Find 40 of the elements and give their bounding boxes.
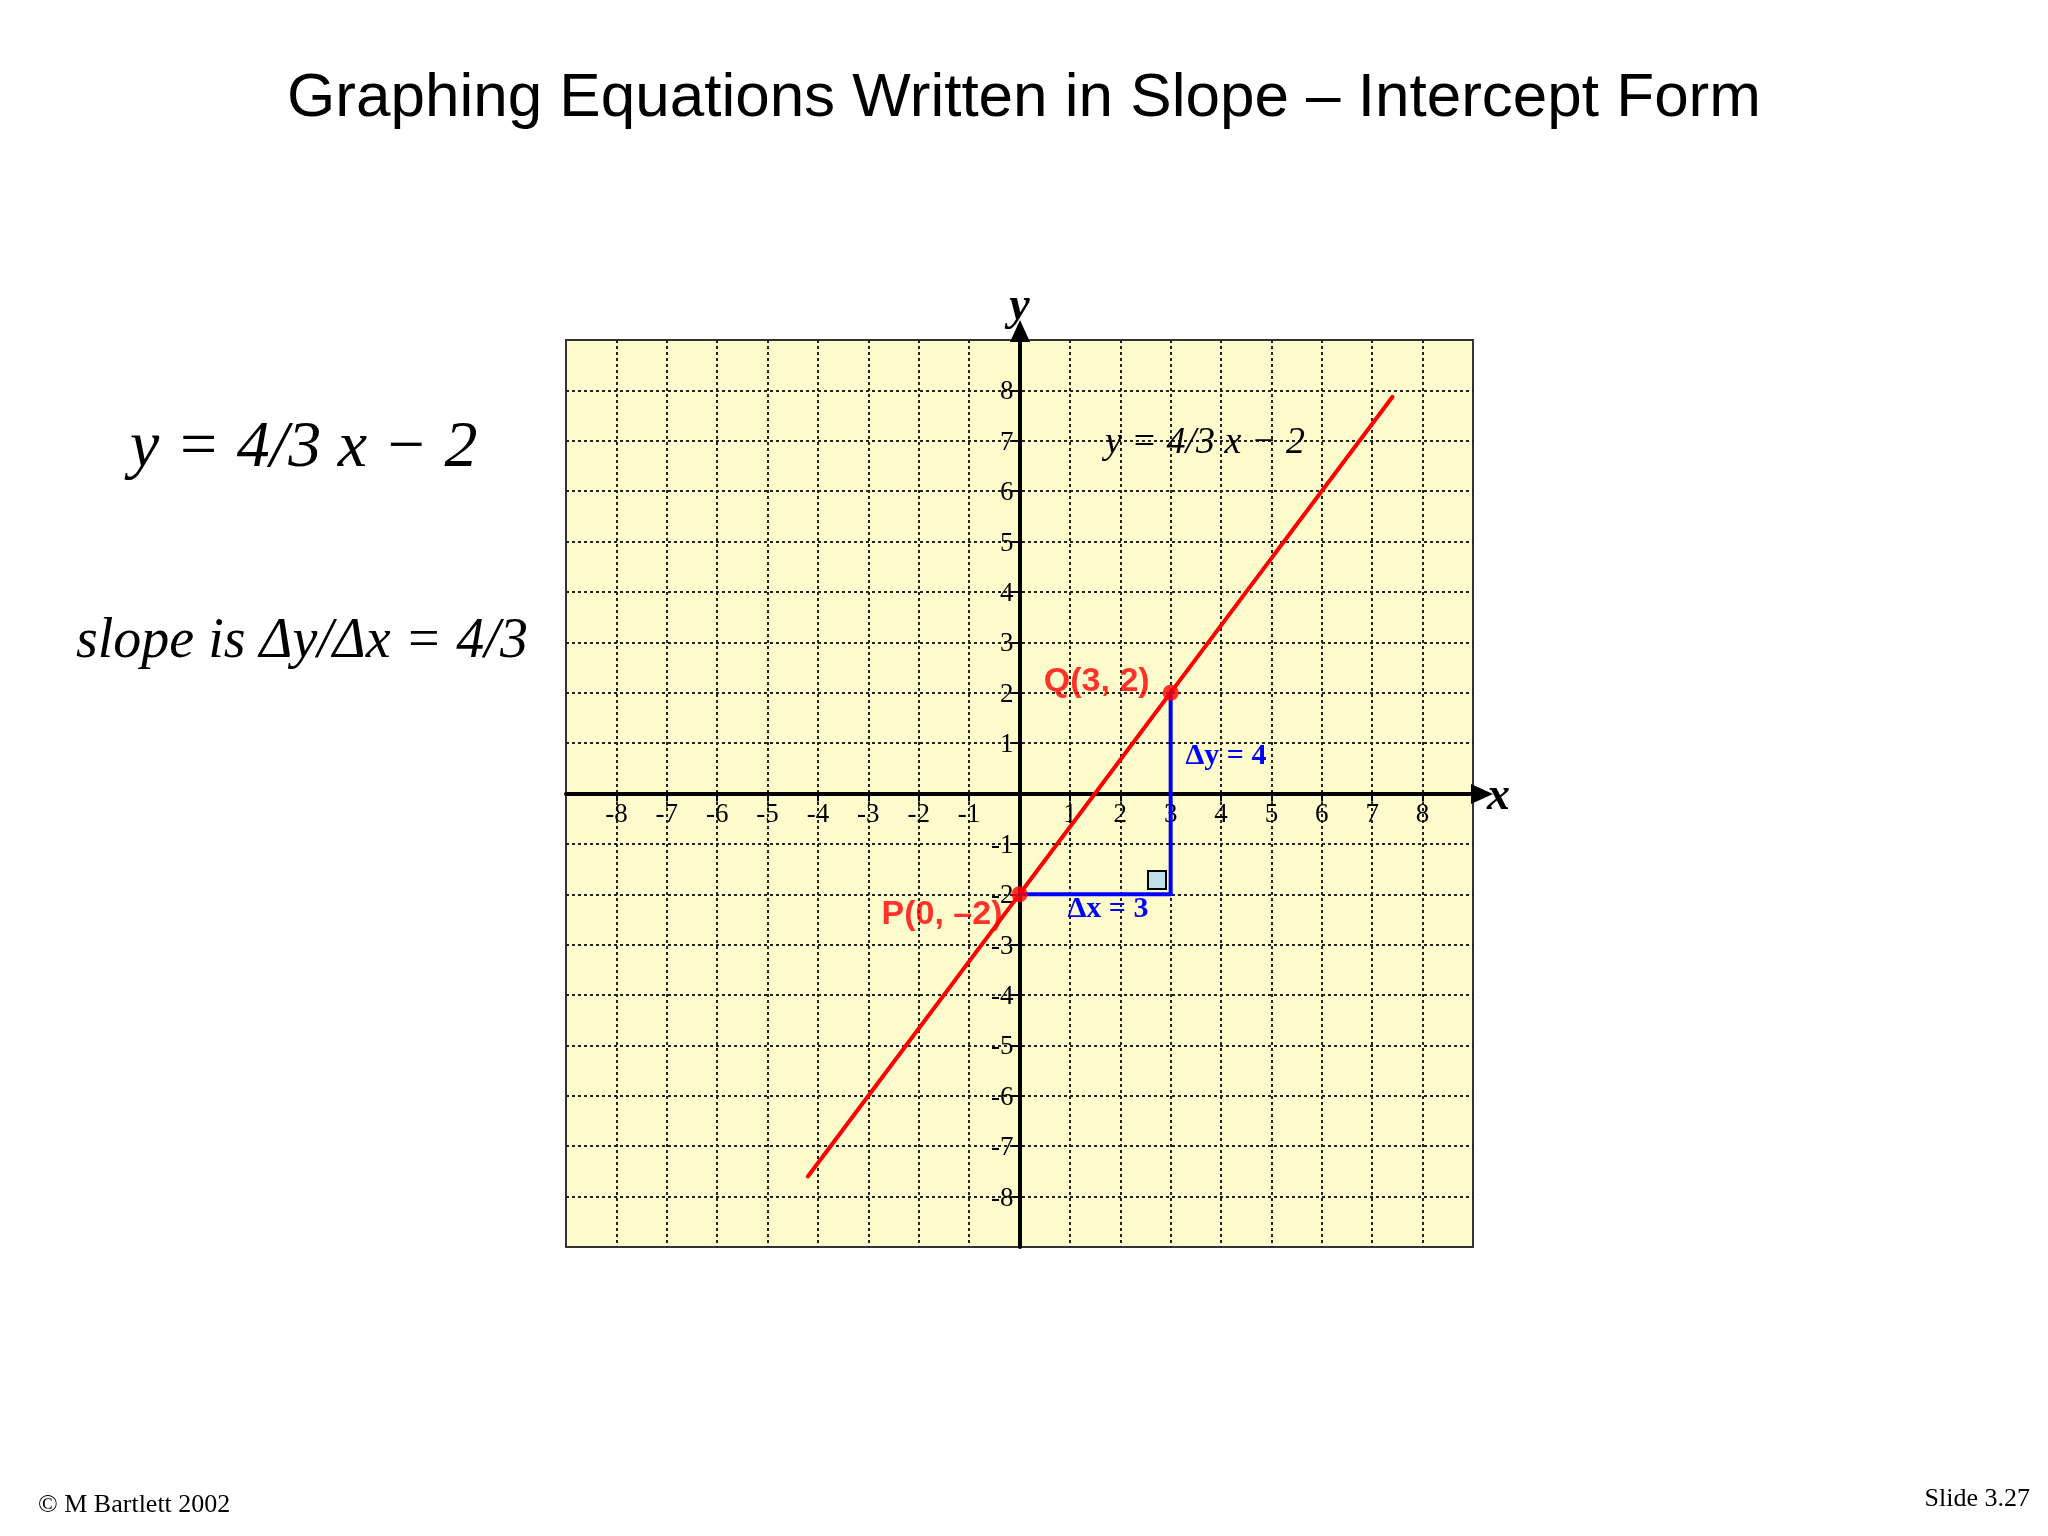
x-tick-label: -1 [957, 798, 981, 828]
x-tick-label: 6 [1315, 798, 1329, 828]
y-tick-label: 8 [1000, 375, 1014, 406]
y-tick-label: -8 [991, 1181, 1014, 1212]
annotation: y = 4/3 x − 2 [1100, 419, 1306, 461]
x-tick-label: -7 [655, 798, 679, 828]
y-tick-label: 2 [1000, 677, 1014, 708]
text: © M Bartlett 2002 [38, 1488, 231, 1518]
y-tick-label: 3 [1000, 627, 1014, 658]
text: slope is Δy/Δx = 4/3 [76, 607, 528, 669]
y-tick-label: -7 [991, 1131, 1014, 1162]
text: Slide 3.27 [1924, 1482, 2030, 1512]
y-tick-label: -6 [991, 1080, 1014, 1111]
x-tick-label: 1 [1063, 798, 1077, 828]
y-tick-label: 4 [1000, 576, 1014, 607]
x-tick-label: -4 [806, 798, 830, 828]
x-tick-label: -8 [605, 798, 628, 828]
x-tick-label: 5 [1264, 798, 1279, 828]
y-tick-label: 5 [1000, 526, 1014, 557]
x-tick-label: 7 [1365, 798, 1379, 828]
annotation: Δx = 3 [1067, 889, 1149, 923]
x-tick-label: -3 [857, 798, 880, 828]
x-tick-label: 2 [1113, 798, 1128, 828]
y-tick-label: 7 [1000, 425, 1014, 456]
y-tick-label: -1 [991, 828, 1014, 859]
x-tick-label: -6 [705, 798, 729, 828]
x-axis-title: x [1486, 768, 1510, 819]
y-tick-label: 6 [1000, 476, 1014, 507]
annotation: Δy = 4 [1185, 736, 1267, 770]
chart-title: Graphing Equations Written in Slope – Intercept Form [287, 59, 1761, 129]
x-tick-label: 4 [1214, 798, 1229, 828]
data-label: Q(3, 2) [1043, 659, 1150, 698]
x-tick-label: -2 [907, 798, 930, 828]
y-tick-label: -4 [991, 980, 1014, 1011]
y-tick-label: -5 [991, 1030, 1014, 1061]
x-tick-label: 8 [1415, 798, 1430, 828]
x-tick-label: -5 [756, 798, 779, 828]
text: y = 4/3 x − 2 [124, 406, 478, 480]
y-tick-label: 1 [1000, 728, 1014, 759]
y-axis-title: y [1004, 277, 1031, 329]
